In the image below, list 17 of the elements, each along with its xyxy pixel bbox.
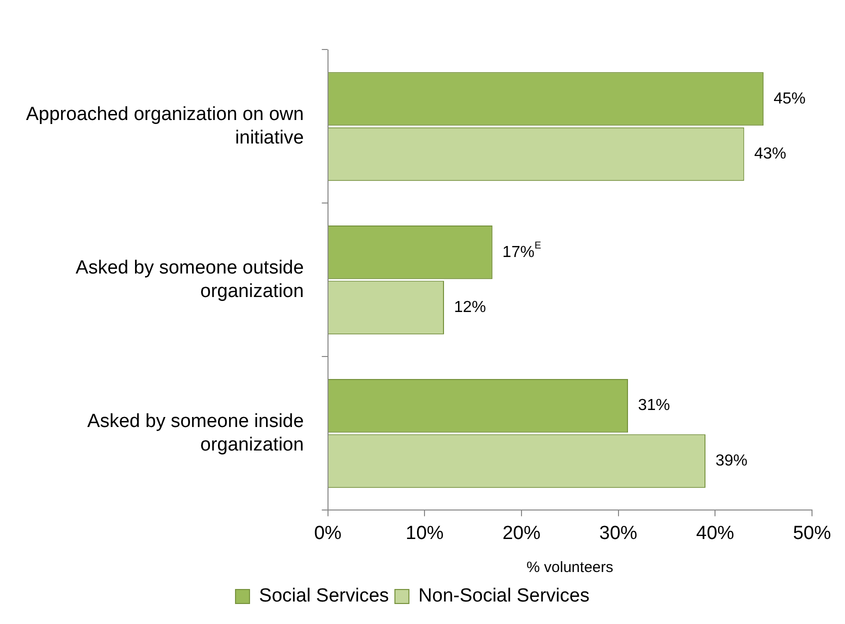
x-axis-title: % volunteers <box>526 559 614 576</box>
x-tick-label: 50% <box>792 522 832 544</box>
legend-label: Non-Social Services <box>418 586 590 607</box>
data-label: 45% <box>774 90 806 108</box>
y-tick-label: Approached organization on own initiative <box>26 104 304 149</box>
x-tick-label: 0% <box>314 522 342 544</box>
x-tick-label: 30% <box>599 522 638 544</box>
y-tick-label: Asked by someone outside organization <box>76 257 304 302</box>
x-tick-label: 20% <box>502 522 541 544</box>
data-label: 43% <box>754 146 786 163</box>
y-tick-label: Asked by someone inside organization <box>87 410 304 456</box>
data-label: 31% <box>638 397 670 414</box>
data-label: 12% <box>454 299 486 316</box>
x-tick-label: 10% <box>406 522 444 544</box>
legend-label: Social Services <box>259 586 389 607</box>
data-label: 39% <box>715 452 748 470</box>
x-tick-label: 40% <box>696 522 734 544</box>
